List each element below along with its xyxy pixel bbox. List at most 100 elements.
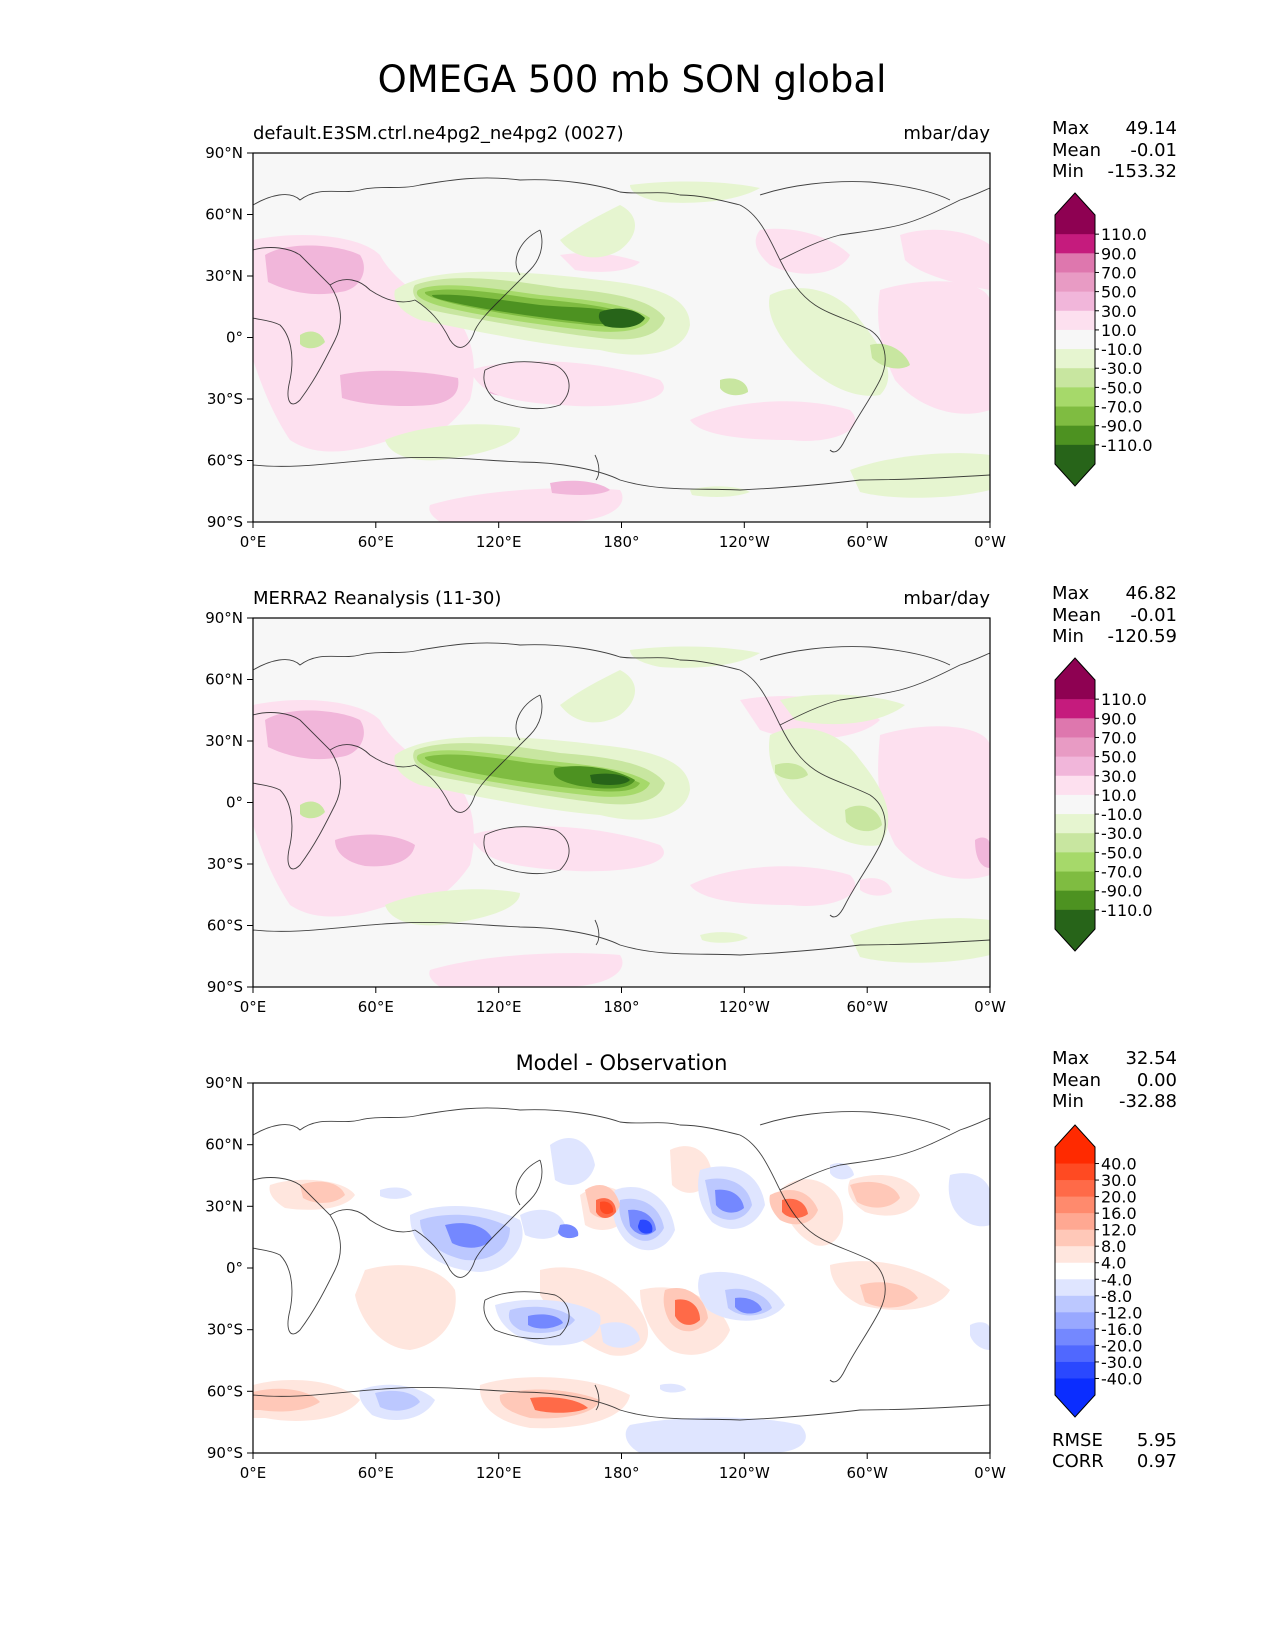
colorbar-swatch xyxy=(1055,737,1095,758)
xtick-label: 120°E xyxy=(476,1464,522,1482)
map-field xyxy=(253,1083,990,1453)
x-axis: 0°E 60°E 120°E 180° 120°W 60°W 0°W xyxy=(240,987,1006,1016)
colorbar-swatch xyxy=(1055,1262,1095,1280)
colorbar-label: -110.0 xyxy=(1101,436,1153,455)
colorbar-label: 4.0 xyxy=(1101,1254,1126,1273)
stat-rmse-value: 5.95 xyxy=(1137,1430,1177,1451)
colorbar-label: -90.0 xyxy=(1101,417,1142,436)
stat-max-value: 49.14 xyxy=(1125,118,1177,139)
coastlines xyxy=(253,1107,990,1421)
stat-mean-label: Mean xyxy=(1052,1070,1101,1091)
xtick-label: 180° xyxy=(603,998,639,1016)
stat-min-label: Min xyxy=(1052,626,1084,647)
stat-max-label: Max xyxy=(1052,583,1090,604)
ytick-label: 90°S xyxy=(207,1444,243,1462)
colorbar-label: -90.0 xyxy=(1101,882,1142,901)
colorbar-swatch xyxy=(1055,794,1095,815)
colorbar-label: 40.0 xyxy=(1101,1155,1137,1174)
panel-reference: MERRA2 Reanalysis (11-30) mbar/day xyxy=(205,583,1177,1016)
stat-max-value: 32.54 xyxy=(1125,1048,1177,1069)
colorbar-outline xyxy=(1054,1124,1096,1418)
x-axis: 0°E 60°E 120°E 180° 120°W 60°W 0°W xyxy=(240,1453,1006,1482)
colorbar-label: -30.0 xyxy=(1101,824,1142,843)
panel-left-title: MERRA2 Reanalysis (11-30) xyxy=(253,588,501,609)
colorbar-label: 10.0 xyxy=(1101,786,1137,805)
colorbar-swatch xyxy=(1055,680,1095,700)
colorbar-swatch xyxy=(1055,310,1095,331)
panel-left-title: default.E3SM.ctrl.ne4pg2_ne4pg2 (0027) xyxy=(253,123,624,144)
ytick-label: 30°S xyxy=(207,390,243,408)
colorbar-swatch xyxy=(1055,1213,1095,1231)
stat-mean-label: Mean xyxy=(1052,140,1101,161)
stat-mean-label: Mean xyxy=(1052,605,1101,626)
xtick-label: 0°W xyxy=(974,533,1006,551)
stat-max-value: 46.82 xyxy=(1125,583,1177,604)
colorbar-label: 20.0 xyxy=(1101,1188,1137,1207)
xtick-label: 0°E xyxy=(240,998,267,1016)
stats-block: Max 32.54 Mean 0.00 Min -32.88 xyxy=(1052,1048,1177,1112)
xtick-label: 120°E xyxy=(476,998,522,1016)
ytick-label: 30°S xyxy=(207,855,243,873)
xtick-label: 60°W xyxy=(846,998,888,1016)
map-field xyxy=(253,153,990,522)
stat-min-label: Min xyxy=(1052,161,1084,182)
panel-units: mbar/day xyxy=(903,588,990,609)
colorbar-swatch xyxy=(1055,890,1095,911)
colorbar-extend-min xyxy=(1055,1395,1095,1417)
ytick-label: 0° xyxy=(226,1259,243,1277)
xtick-label: 0°W xyxy=(974,998,1006,1016)
colorbar-label: -40.0 xyxy=(1101,1369,1142,1388)
colorbar-label: -50.0 xyxy=(1101,378,1142,397)
colorbar: 110.090.070.050.030.010.0-10.0-30.0-50.0… xyxy=(1054,657,1153,952)
ytick-label: 90°N xyxy=(205,1074,243,1092)
colorbar-swatch xyxy=(1055,1147,1095,1165)
colorbar: 40.030.020.016.012.08.04.0-4.0-8.0-12.0-… xyxy=(1054,1124,1142,1418)
colorbar-label: -50.0 xyxy=(1101,843,1142,862)
colorbar-label: -70.0 xyxy=(1101,863,1142,882)
ytick-label: 90°N xyxy=(205,609,243,627)
xtick-label: 120°W xyxy=(719,533,770,551)
colorbar-swatch xyxy=(1055,406,1095,427)
colorbar-outline xyxy=(1054,192,1096,487)
omega-contours xyxy=(253,181,990,522)
ytick-label: 0° xyxy=(226,329,243,347)
colorbar-label: 110.0 xyxy=(1101,690,1147,709)
colorbar-label: 10.0 xyxy=(1101,321,1137,340)
colorbar-label: 30.0 xyxy=(1101,767,1137,786)
colorbar-label: 50.0 xyxy=(1101,748,1137,767)
stats-block: Max 46.82 Mean -0.01 Min -120.59 xyxy=(1052,583,1177,647)
x-axis: 0°E 60°E 120°E 180° 120°W 60°W 0°W xyxy=(240,522,1006,551)
stat-min-value: -32.88 xyxy=(1119,1091,1177,1112)
colorbar-extend-max xyxy=(1055,658,1095,680)
colorbar-label: -30.0 xyxy=(1101,1353,1142,1372)
colorbar-swatch xyxy=(1055,387,1095,408)
ytick-label: 30°N xyxy=(205,1197,243,1215)
panel-difference: Model - Observation xyxy=(205,1048,1177,1482)
stat-rmse-label: RMSE xyxy=(1052,1430,1103,1451)
figure-title: OMEGA 500 mb SON global xyxy=(378,58,887,101)
colorbar-swatch xyxy=(1055,329,1095,350)
colorbar-label: 50.0 xyxy=(1101,283,1137,302)
ytick-label: 60°N xyxy=(205,206,243,224)
colorbar-swatch xyxy=(1055,909,1095,930)
colorbar-swatch xyxy=(1055,444,1095,465)
xtick-label: 60°E xyxy=(358,533,394,551)
colorbar-label: -10.0 xyxy=(1101,340,1142,359)
xtick-label: 60°E xyxy=(358,998,394,1016)
xtick-label: 0°E xyxy=(240,1464,267,1482)
xtick-label: 60°W xyxy=(846,1464,888,1482)
panel-test: default.E3SM.ctrl.ne4pg2_ne4pg2 (0027) m… xyxy=(205,118,1177,551)
ytick-label: 60°S xyxy=(207,917,243,935)
ytick-label: 60°N xyxy=(205,671,243,689)
colorbar-label: 70.0 xyxy=(1101,263,1137,282)
colorbar-swatch xyxy=(1055,1229,1095,1247)
colorbar-swatch xyxy=(1055,291,1095,312)
colorbar-extend-max xyxy=(1055,193,1095,215)
stat-max-label: Max xyxy=(1052,1048,1090,1069)
colorbar-label: -8.0 xyxy=(1101,1287,1132,1306)
panel-center-title: Model - Observation xyxy=(516,1051,728,1075)
ytick-label: 30°N xyxy=(205,267,243,285)
colorbar-label: -70.0 xyxy=(1101,398,1142,417)
coastlines xyxy=(253,177,990,491)
